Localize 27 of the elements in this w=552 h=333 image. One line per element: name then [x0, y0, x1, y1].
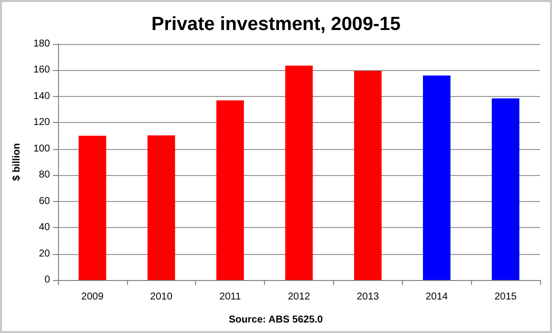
y-tick-label: 20: [38, 248, 50, 260]
x-tick-label: 2014: [426, 292, 448, 302]
x-tick-label: 2013: [356, 292, 380, 302]
y-tick-label: 100: [33, 143, 50, 154]
chart-title: Private investment, 2009-15: [151, 14, 402, 35]
bar: [492, 98, 520, 280]
x-tick-label: 2015: [494, 292, 518, 302]
x-tick-label: 2012: [288, 292, 311, 302]
bar: [216, 100, 244, 280]
bar: [148, 135, 176, 280]
y-tick-label: 140: [33, 90, 50, 102]
y-tick-label: 40: [38, 222, 50, 234]
y-tick-label: 60: [38, 196, 50, 207]
bar: [422, 75, 450, 280]
y-tick-label: 120: [33, 117, 50, 128]
x-tick-label: 2009: [81, 292, 104, 302]
bar: [285, 66, 313, 280]
source-note: Source: ABS 5625.0: [228, 314, 324, 326]
y-tick-label: 180: [33, 38, 50, 50]
y-tick-label: 0: [44, 274, 50, 286]
y-tick-label: 160: [33, 64, 50, 76]
y-axis-title: $ billion: [12, 143, 22, 181]
bar: [354, 70, 382, 280]
y-tick-label: 80: [38, 170, 50, 181]
x-tick-label: 2010: [150, 292, 173, 302]
bar: [78, 136, 106, 280]
x-tick-label: 2011: [219, 292, 242, 302]
